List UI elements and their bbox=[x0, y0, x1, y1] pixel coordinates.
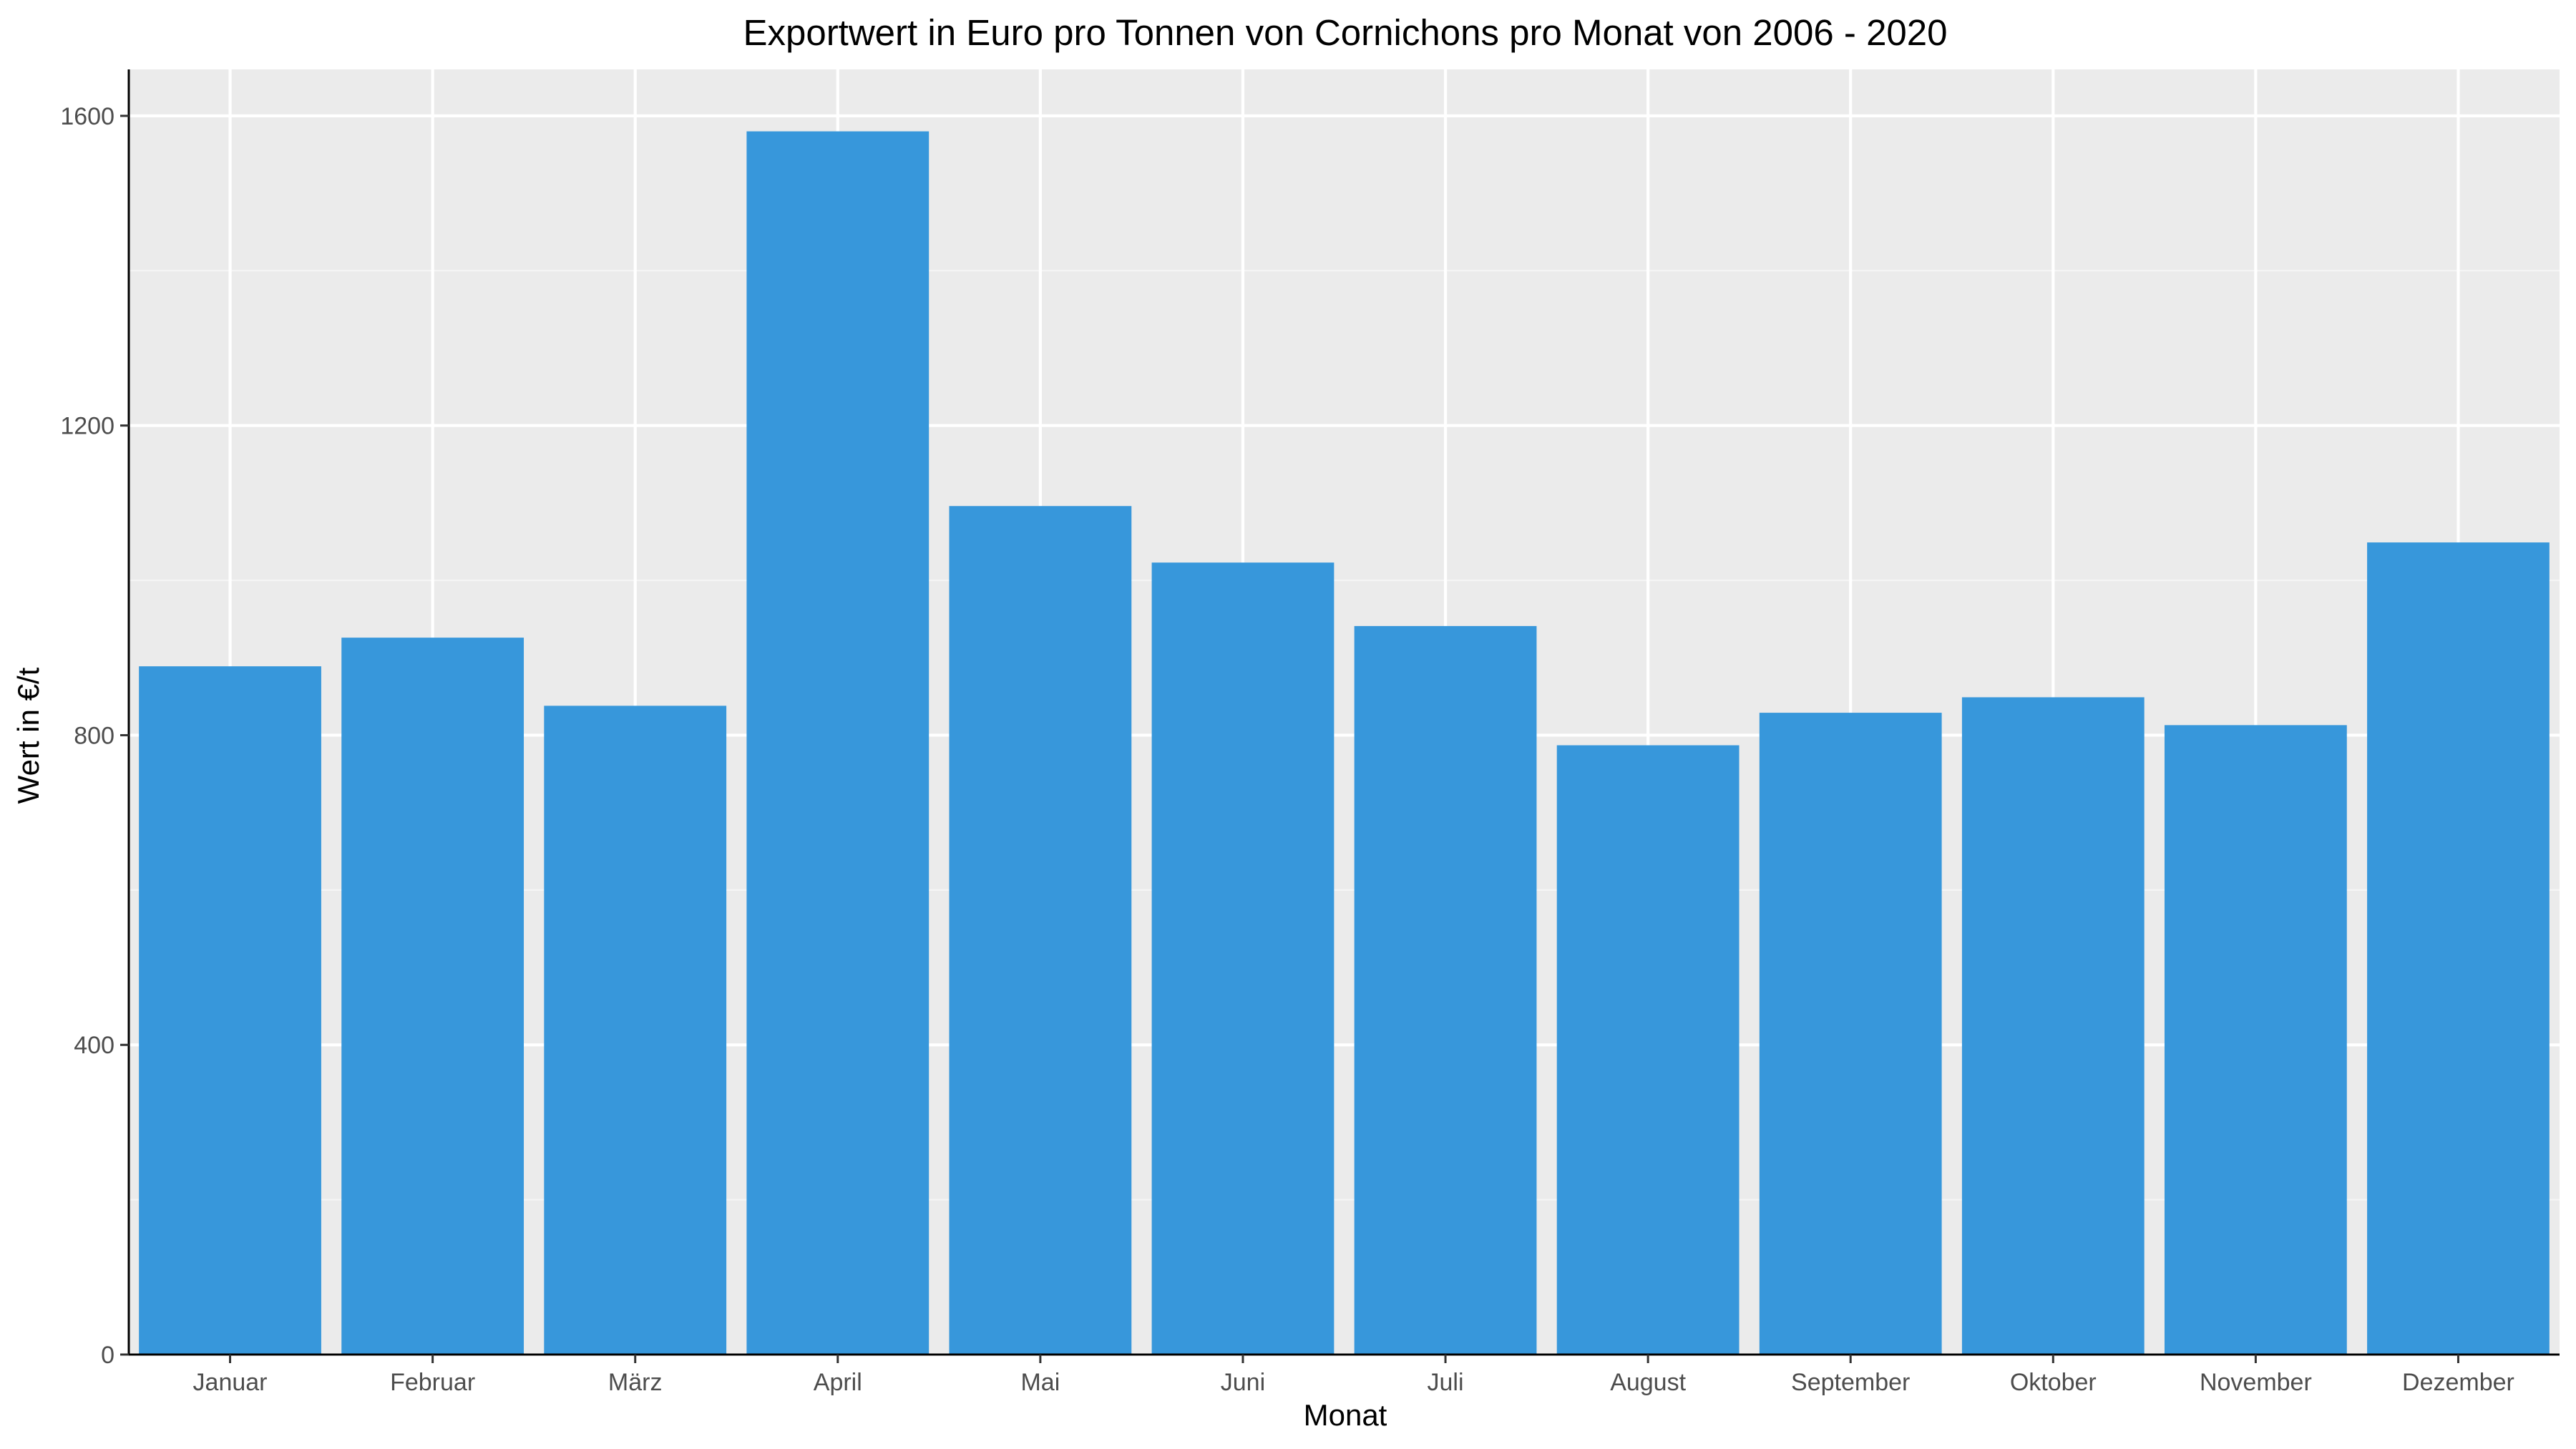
x-tick-label: Januar bbox=[193, 1369, 268, 1396]
y-tick-label: 400 bbox=[74, 1032, 114, 1059]
bar-august bbox=[1556, 745, 1740, 1355]
bar-juni bbox=[1151, 562, 1335, 1355]
y-axis-title: Wert in €/t bbox=[11, 667, 45, 804]
bar-oktober bbox=[1961, 697, 2145, 1355]
bar-märz bbox=[544, 706, 727, 1355]
y-tick-label: 800 bbox=[74, 722, 114, 749]
x-tick-label: Mai bbox=[1020, 1369, 1060, 1396]
y-tick-label: 1600 bbox=[60, 103, 114, 130]
bar-april bbox=[746, 131, 930, 1355]
y-axis-ticks: 0 400 800 1200 1600 bbox=[60, 103, 129, 1369]
x-axis-title: Monat bbox=[1304, 1398, 1387, 1432]
x-tick-label: April bbox=[814, 1369, 862, 1396]
x-tick-label: Juni bbox=[1221, 1369, 1265, 1396]
bar-dezember bbox=[2367, 542, 2550, 1355]
x-tick-label: August bbox=[1610, 1369, 1686, 1396]
bar-februar bbox=[341, 638, 525, 1355]
x-tick-label: September bbox=[1791, 1369, 1910, 1396]
x-tick-label: Dezember bbox=[2402, 1369, 2514, 1396]
bar-juli bbox=[1354, 625, 1537, 1355]
y-tick-label: 1200 bbox=[60, 413, 114, 440]
bar-september bbox=[1759, 713, 1942, 1355]
x-tick-label: März bbox=[608, 1369, 663, 1396]
bars bbox=[139, 131, 2550, 1355]
x-tick-label: Juli bbox=[1428, 1369, 1464, 1396]
y-tick-label: 0 bbox=[101, 1342, 114, 1369]
x-tick-label: Oktober bbox=[2010, 1369, 2097, 1396]
x-tick-label: November bbox=[2200, 1369, 2312, 1396]
plot-panel bbox=[129, 69, 2560, 1355]
minor-gridlines bbox=[129, 270, 2560, 1201]
bar-november bbox=[2164, 725, 2347, 1355]
bar-januar bbox=[139, 666, 321, 1355]
bar-mai bbox=[949, 506, 1132, 1355]
x-axis-ticks: Januar Februar März April Mai Juni Juli August S… bbox=[193, 1355, 2514, 1396]
x-tick-label: Februar bbox=[390, 1369, 475, 1396]
chart-title: Exportwert in Euro pro Tonnen von Cornic… bbox=[743, 12, 1947, 53]
